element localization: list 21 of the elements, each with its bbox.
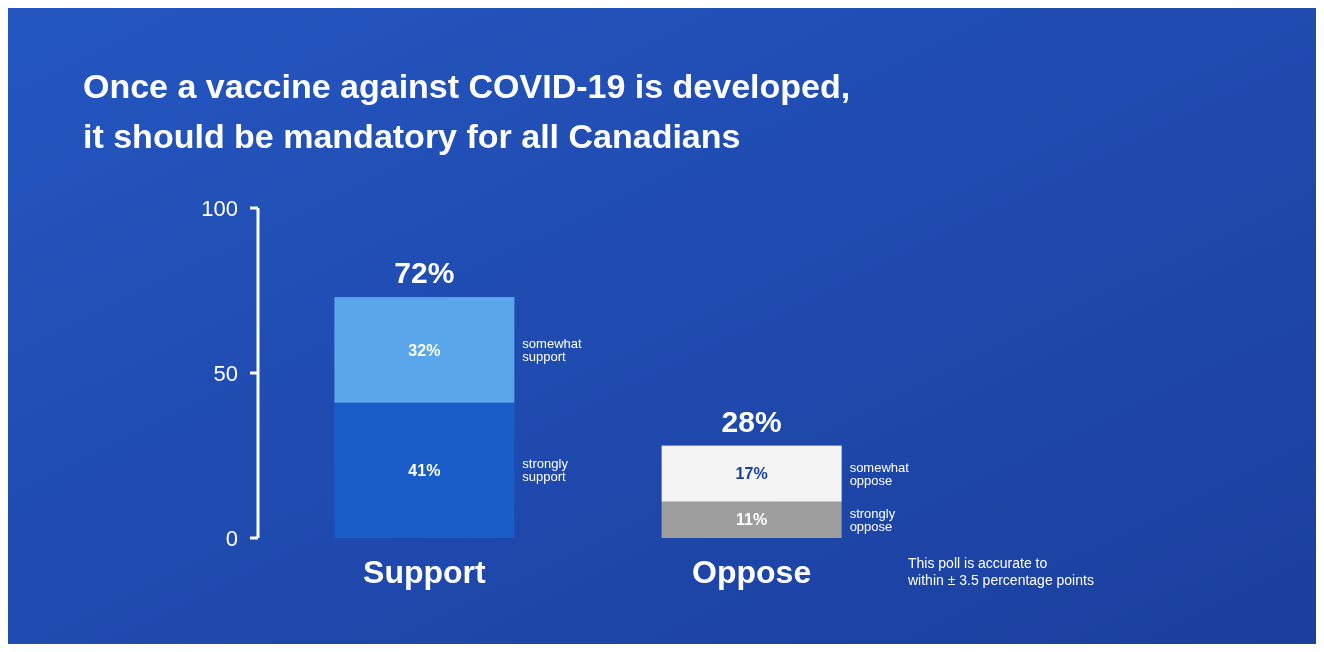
- chart-title: Once a vaccine against COVID-19 is developed, it should be mandatory for all Canadians: [83, 67, 851, 155]
- y-tick-label: 100: [201, 195, 238, 221]
- bar: [334, 402, 515, 538]
- total-label: 28%: [721, 404, 782, 438]
- bar: [334, 297, 515, 403]
- annotation: somewhat oppose: [849, 459, 910, 488]
- bar: [661, 501, 842, 538]
- text: This poll is accurate to within ± 3.5 percentage points: [907, 555, 1094, 588]
- x-tick-label: Support: [363, 554, 487, 590]
- y-tick-label: 0: [225, 525, 238, 551]
- data-label: 32%: [408, 341, 441, 359]
- annotation: strongly oppose: [849, 505, 896, 534]
- data-label: 11%: [736, 511, 768, 529]
- y-tick-label: 50: [213, 360, 238, 386]
- annotation: strongly support: [522, 456, 569, 485]
- bar: [661, 445, 842, 502]
- data-label: 17%: [735, 465, 768, 483]
- total-label: 72%: [394, 256, 455, 290]
- x-tick-label: Oppose: [692, 554, 812, 590]
- data-label: 41%: [408, 461, 441, 479]
- annotation: somewhat support: [522, 335, 582, 364]
